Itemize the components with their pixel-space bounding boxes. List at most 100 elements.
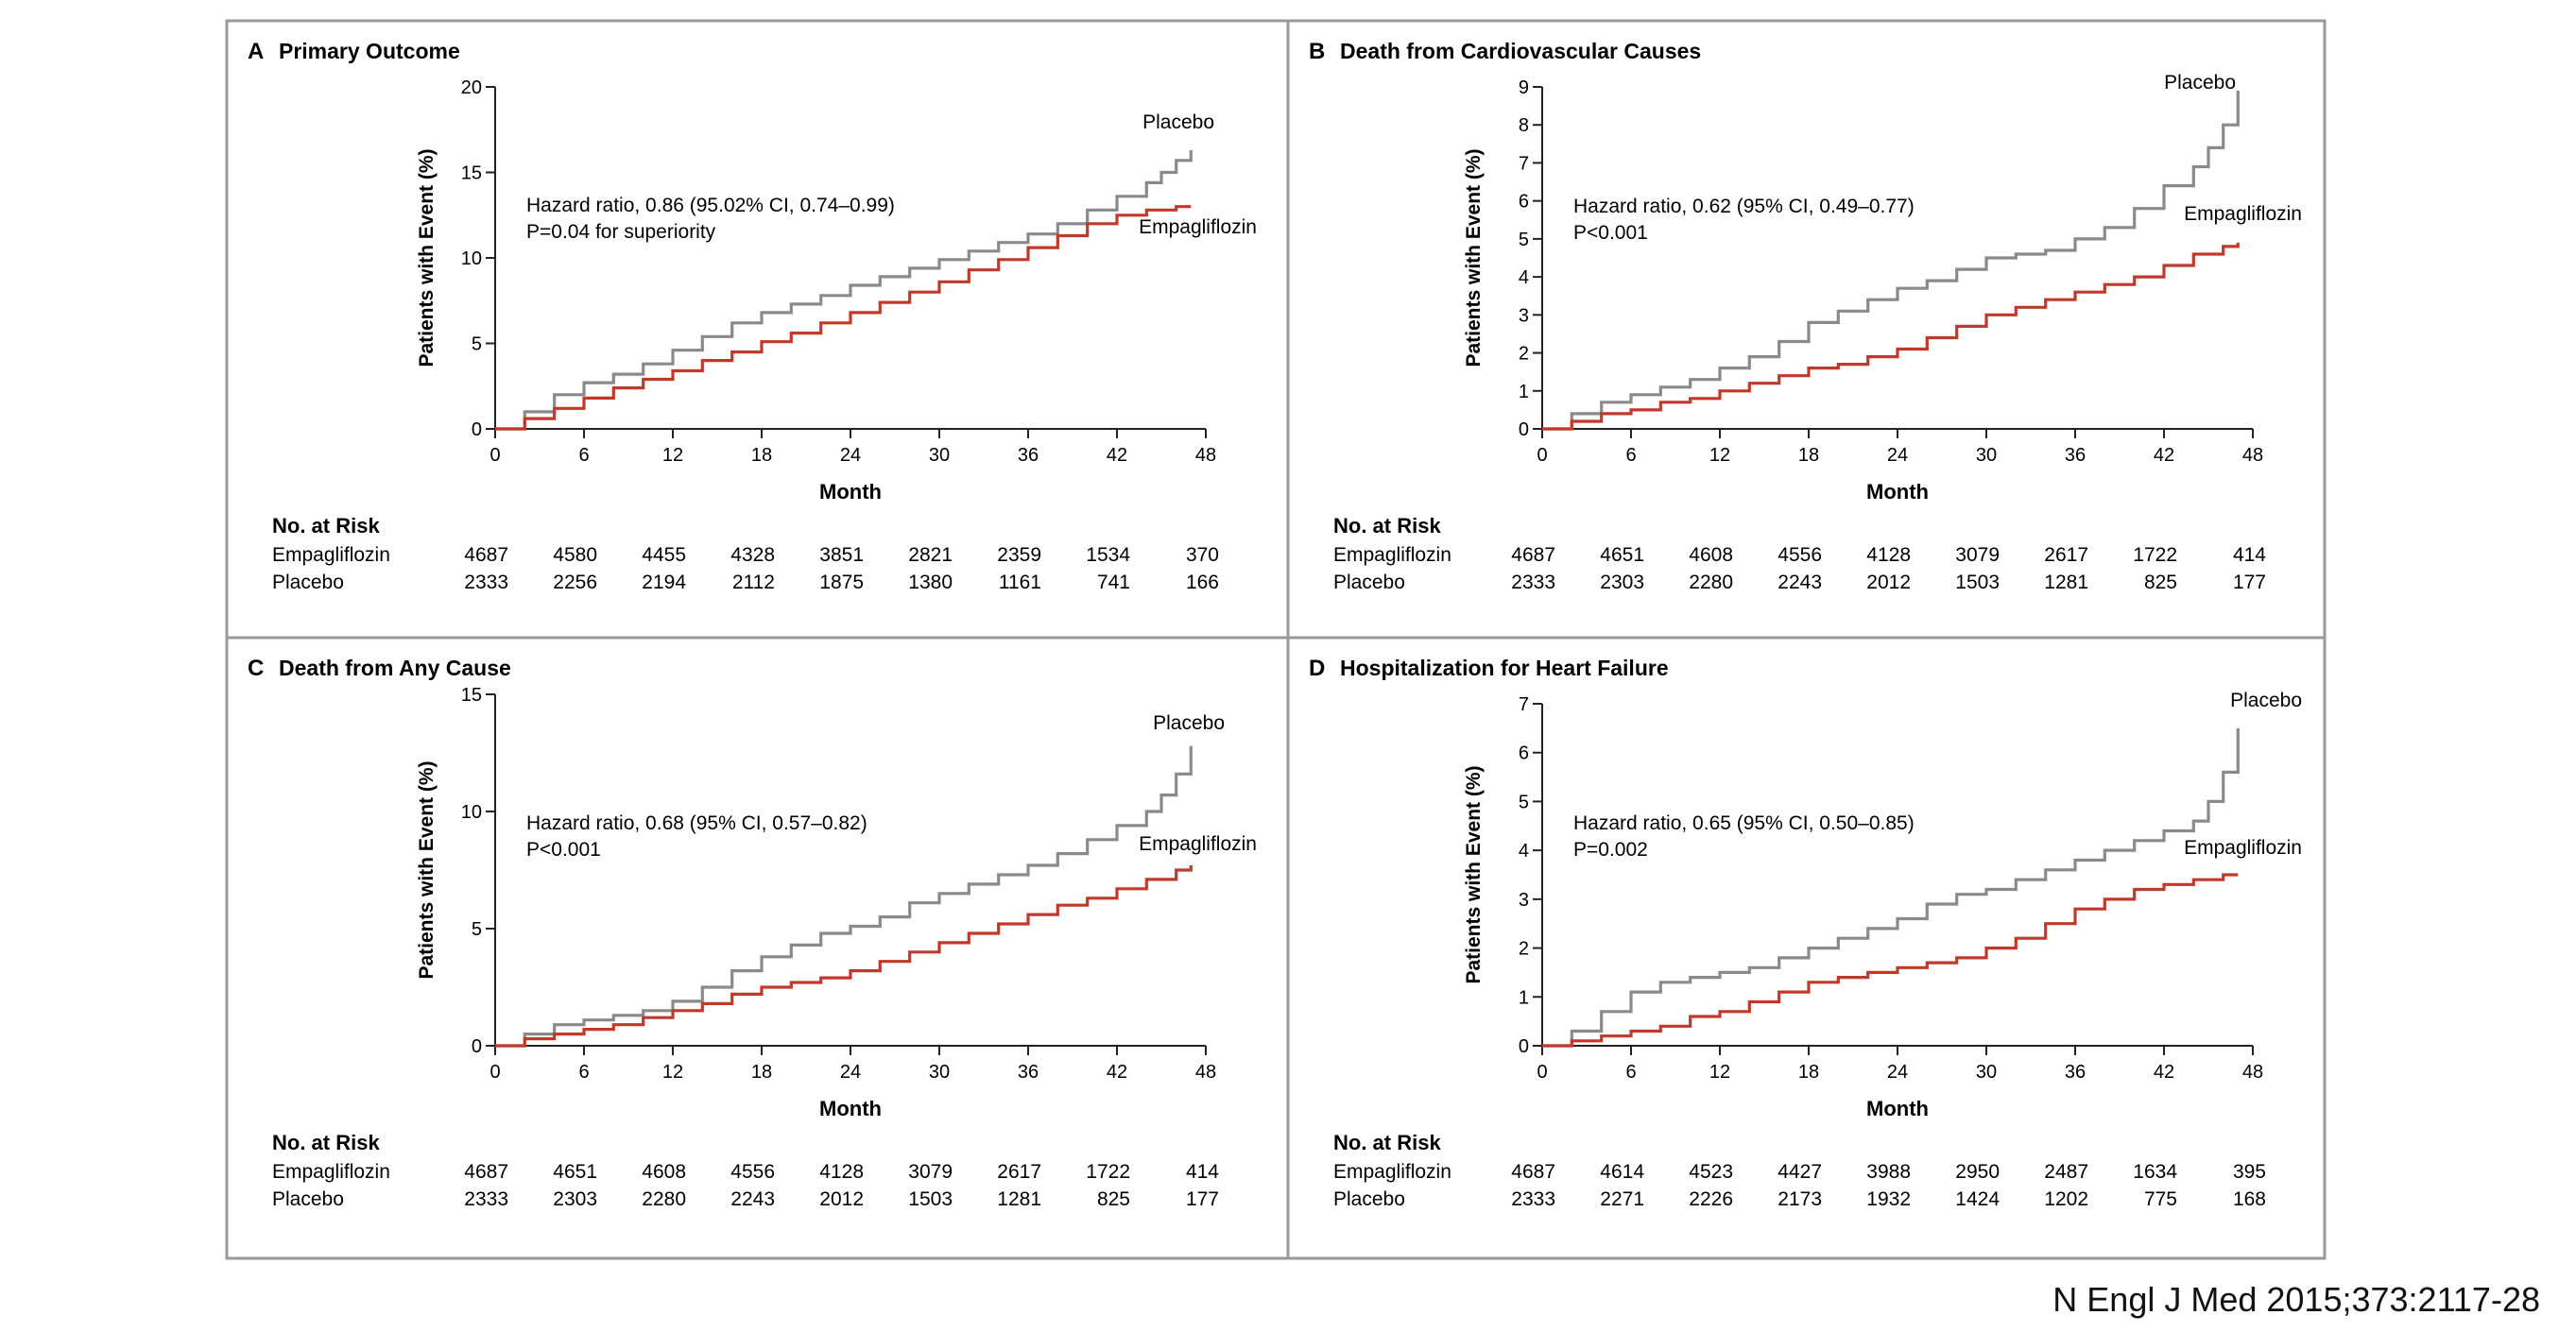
- risk-value: 1722: [2133, 544, 2177, 566]
- risk-table-header: No. at Risk: [1333, 514, 1441, 538]
- x-tick-label: 42: [2154, 1062, 2174, 1083]
- risk-value: 2303: [1600, 572, 1644, 593]
- x-tick-label: 6: [578, 1062, 589, 1083]
- x-tick-label: 12: [1709, 1062, 1730, 1083]
- risk-value: 1875: [819, 572, 864, 593]
- x-axis-label: Month: [819, 480, 882, 504]
- series-line-empagliflozin: [1542, 873, 2239, 1048]
- y-axis-label: Patients with Event (%): [1463, 765, 1485, 983]
- p-value-text: P=0.002: [1573, 839, 1648, 861]
- series-line-empagliflozin: [1542, 242, 2240, 431]
- x-tick-label: 24: [1887, 1062, 1908, 1083]
- risk-value: 4687: [1511, 544, 1555, 566]
- risk-value: 2173: [1777, 1188, 1822, 1210]
- y-tick-label: 2: [1519, 939, 1529, 960]
- panel-title: Hospitalization for Heart Failure: [1340, 656, 1669, 680]
- y-tick-label: 0: [472, 1036, 482, 1057]
- risk-value: 1534: [1086, 544, 1130, 566]
- risk-row-label: Placebo: [272, 1188, 344, 1210]
- risk-value: 2359: [997, 544, 1041, 566]
- series-line-empagliflozin: [495, 205, 1192, 431]
- x-tick-label: 12: [662, 1062, 683, 1083]
- y-tick-label: 5: [472, 334, 482, 355]
- panel-c: C Death from Any Cause 0 5 10 15 0 6 12 18 24 30 36 4…: [248, 656, 1257, 1210]
- risk-row-label: Empagliflozin: [1333, 1161, 1451, 1183]
- x-tick-label: 24: [1887, 445, 1908, 466]
- risk-value: 4608: [1689, 544, 1733, 566]
- x-tick-label: 48: [2242, 1062, 2263, 1083]
- risk-value: 395: [2233, 1161, 2266, 1183]
- risk-value: 1161: [999, 572, 1041, 593]
- risk-value: 4556: [730, 1161, 775, 1183]
- y-tick-label: 5: [1519, 230, 1529, 250]
- x-axis-label: Month: [1866, 1097, 1929, 1120]
- risk-value: 2333: [1511, 1188, 1555, 1210]
- x-tick-label: 18: [751, 445, 772, 466]
- y-tick-label: 3: [1519, 305, 1529, 326]
- series-line-placebo: [495, 150, 1193, 431]
- risk-value: 414: [1186, 1161, 1219, 1183]
- risk-value: 1932: [1866, 1188, 1911, 1210]
- hazard-ratio-text: Hazard ratio, 0.65 (95% CI, 0.50–0.85): [1573, 812, 1915, 834]
- series-line-empagliflozin: [495, 865, 1193, 1048]
- risk-value: 168: [2233, 1188, 2266, 1210]
- risk-value: 2950: [1955, 1161, 2000, 1183]
- y-tick-label: 7: [1519, 153, 1529, 174]
- risk-value: 2194: [642, 572, 686, 593]
- risk-value: 4455: [642, 544, 686, 566]
- risk-value: 2333: [464, 572, 508, 593]
- figure-frame: [225, 19, 2327, 1260]
- risk-value: 2280: [642, 1188, 686, 1210]
- panel-letter: B: [1309, 39, 1325, 64]
- x-tick-label: 36: [1018, 1062, 1039, 1083]
- y-tick-label: 9: [1519, 77, 1529, 98]
- panel-a: A Primary Outcome 0 5 10 15 20 0 6 12 18 24 30 36 42 48…: [248, 39, 1257, 593]
- risk-value: 4523: [1689, 1161, 1733, 1183]
- risk-value: 775: [2144, 1188, 2177, 1210]
- panel-title: Primary Outcome: [279, 39, 460, 63]
- risk-value: 3851: [819, 544, 864, 566]
- risk-value: 2303: [553, 1188, 597, 1210]
- risk-value: 177: [2233, 572, 2266, 593]
- series-label-placebo: Placebo: [1153, 712, 1225, 734]
- y-tick-label: 0: [472, 419, 482, 440]
- x-tick-label: 42: [1107, 1062, 1127, 1083]
- x-tick-label: 30: [1976, 445, 1997, 466]
- risk-row-label: Empagliflozin: [272, 544, 390, 566]
- risk-value: 414: [2233, 544, 2266, 566]
- series-line-placebo: [495, 745, 1193, 1048]
- risk-value: 825: [1097, 1188, 1130, 1210]
- p-value-text: P=0.04 for superiority: [526, 221, 716, 243]
- hazard-ratio-text: Hazard ratio, 0.62 (95% CI, 0.49–0.77): [1573, 196, 1915, 217]
- x-tick-label: 18: [751, 1062, 772, 1083]
- x-tick-label: 48: [1195, 1062, 1216, 1083]
- x-tick-label: 30: [1976, 1062, 1997, 1083]
- y-tick-label: 5: [472, 919, 482, 940]
- y-tick-label: 6: [1519, 192, 1529, 213]
- x-tick-label: 30: [929, 445, 950, 466]
- y-axis-label: Patients with Event (%): [416, 148, 438, 367]
- risk-value: 4687: [464, 1161, 508, 1183]
- y-tick-label: 10: [461, 802, 482, 823]
- hazard-ratio-text: Hazard ratio, 0.68 (95% CI, 0.57–0.82): [526, 812, 867, 834]
- x-tick-label: 24: [840, 445, 861, 466]
- x-tick-label: 18: [1798, 445, 1819, 466]
- x-axis-label: Month: [1866, 480, 1929, 504]
- x-tick-label: 30: [929, 1062, 950, 1083]
- panel-title: Death from Cardiovascular Causes: [1340, 39, 1701, 63]
- risk-value: 2333: [1511, 572, 1555, 593]
- x-tick-label: 0: [1537, 1062, 1547, 1083]
- risk-value: 2617: [2044, 544, 2088, 566]
- risk-value: 4651: [553, 1161, 597, 1183]
- y-tick-label: 15: [461, 163, 482, 184]
- risk-value: 741: [1097, 572, 1130, 593]
- x-tick-label: 48: [1195, 445, 1216, 466]
- risk-value: 4128: [819, 1161, 864, 1183]
- risk-value: 4128: [1866, 544, 1911, 566]
- p-value-text: P<0.001: [526, 839, 601, 861]
- panel-title: Death from Any Cause: [279, 656, 511, 680]
- risk-value: 2243: [1777, 572, 1822, 593]
- risk-table-header: No. at Risk: [272, 514, 380, 538]
- x-tick-label: 48: [2242, 445, 2263, 466]
- risk-value: 166: [1186, 572, 1219, 593]
